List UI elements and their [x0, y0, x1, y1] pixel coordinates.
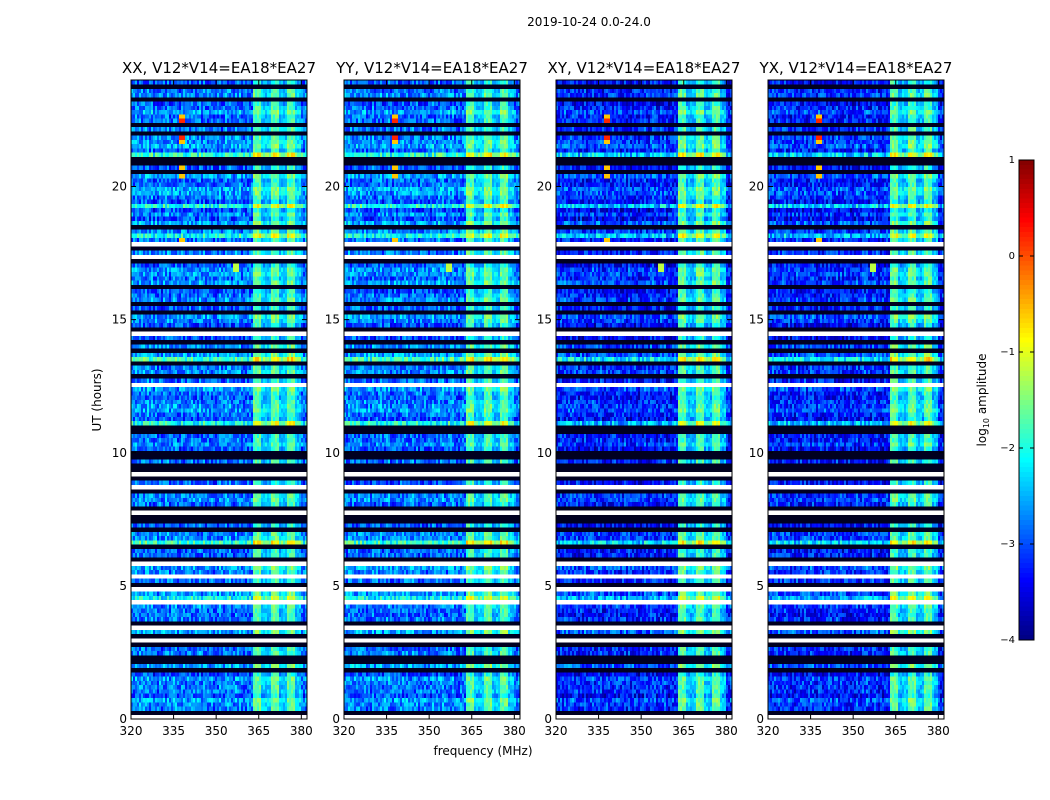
y-tick-label: 10 [537, 446, 552, 460]
heatmap-cells [131, 80, 307, 719]
y-tick-label: 10 [112, 446, 127, 460]
panel-title: YY, V12*V14=EA18*EA27 [335, 59, 528, 77]
y-tick-label: 5 [756, 579, 764, 593]
figure-title: 2019-10-24 0.0-24.0 [527, 15, 651, 29]
panel-1: YY, V12*V14=EA18*EA27 320 335 350 365 380 0 5 10… [325, 59, 528, 738]
heatmap-panels: XX, V12*V14=EA18*EA27 320 335 350 365 380 0 5 10… [112, 59, 953, 738]
x-tick-label: 365 [672, 724, 695, 738]
x-tick-label: 350 [630, 724, 653, 738]
panel-0: XX, V12*V14=EA18*EA27 320 335 350 365 380 0 5 10… [112, 59, 316, 738]
x-tick-label: 335 [799, 724, 822, 738]
y-tick-label: 0 [756, 712, 764, 726]
x-tick-label: 320 [757, 724, 780, 738]
panel-title: YX, V12*V14=EA18*EA27 [759, 59, 953, 77]
panel-title: XX, V12*V14=EA18*EA27 [122, 59, 316, 77]
x-tick-label: 380 [927, 724, 950, 738]
x-tick-label: 365 [460, 724, 483, 738]
colorbar: 1 0 −1 −2 −3 −4 [1000, 155, 1034, 646]
y-axis-label: UT (hours) [90, 368, 104, 431]
colorbar-tick-label: 0 [1009, 251, 1015, 262]
x-tick-label: 335 [587, 724, 610, 738]
x-tick-label: 365 [247, 724, 270, 738]
x-tick-label: 380 [715, 724, 738, 738]
colorbar-tick-label: −1 [1000, 347, 1015, 358]
figure: 2019-10-24 0.0-24.0 XX, V12*V14=EA18*EA2… [0, 0, 1050, 800]
y-tick-label: 5 [544, 579, 552, 593]
x-tick-label: 350 [842, 724, 865, 738]
y-tick-label: 15 [325, 313, 340, 327]
x-axis-label: frequency (MHz) [433, 744, 532, 758]
x-tick-label: 320 [120, 724, 143, 738]
panel-title: XY, V12*V14=EA18*EA27 [548, 59, 741, 77]
y-tick-label: 15 [112, 313, 127, 327]
x-tick-label: 380 [290, 724, 313, 738]
y-tick-label: 10 [325, 446, 340, 460]
x-tick-label: 320 [545, 724, 568, 738]
y-tick-label: 5 [332, 579, 340, 593]
colorbar-tick-label: 1 [1009, 155, 1015, 166]
y-tick-label: 0 [544, 712, 552, 726]
colorbar-tick-label: −3 [1000, 539, 1015, 550]
y-tick-label: 20 [325, 180, 340, 194]
colorbar-tick-label: −2 [1000, 443, 1015, 454]
colorbar-gradient [1019, 160, 1034, 640]
y-tick-label: 15 [537, 313, 552, 327]
heatmap-cells [344, 80, 520, 719]
x-tick-label: 365 [884, 724, 907, 738]
x-tick-label: 320 [333, 724, 356, 738]
y-tick-label: 0 [332, 712, 340, 726]
panel-3: YX, V12*V14=EA18*EA27 320 335 350 365 380 0 5 10… [749, 59, 953, 738]
y-tick-label: 5 [119, 579, 127, 593]
heatmap-cells [768, 80, 944, 719]
colorbar-label-subscript: 10 [982, 418, 991, 428]
y-tick-label: 10 [749, 446, 764, 460]
y-tick-label: 0 [119, 712, 127, 726]
colorbar-label-prefix: log [975, 428, 989, 446]
colorbar-tick-label: −4 [1000, 635, 1015, 646]
y-tick-label: 20 [112, 180, 127, 194]
x-tick-label: 350 [418, 724, 441, 738]
panel-2: XY, V12*V14=EA18*EA27 320 335 350 365 380 0 5 10… [537, 59, 741, 738]
x-tick-label: 380 [503, 724, 526, 738]
y-tick-label: 20 [749, 180, 764, 194]
x-tick-label: 335 [375, 724, 398, 738]
x-tick-label: 335 [162, 724, 185, 738]
colorbar-label: log10 amplitude [975, 354, 991, 447]
colorbar-label-suffix: amplitude [975, 354, 989, 418]
y-tick-label: 20 [537, 180, 552, 194]
heatmap-cells [556, 80, 732, 719]
x-tick-label: 350 [205, 724, 228, 738]
y-tick-label: 15 [749, 313, 764, 327]
